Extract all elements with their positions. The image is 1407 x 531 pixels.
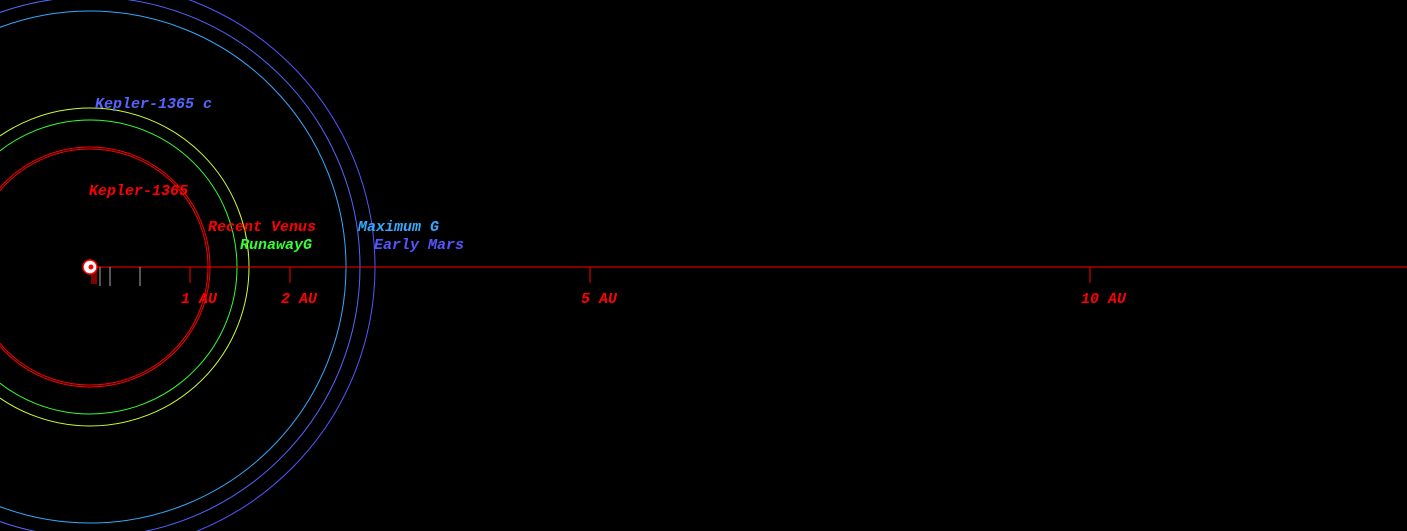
tick-label-2-au: 2 AU: [281, 291, 318, 308]
hz-label-maximum-greenhouse: Maximum G: [357, 219, 439, 236]
tick-label-1-au: 1 AU: [181, 291, 218, 308]
orbit-label-kepler-1365: Kepler-1365: [89, 183, 188, 200]
tick-label-5-au: 5 AU: [581, 291, 618, 308]
star-core: [88, 264, 94, 270]
orbit-label-kepler-1365-c: Kepler-1365 c: [95, 96, 212, 113]
tick-label-10-au: 10 AU: [1081, 291, 1127, 308]
hz-label-early-mars: Early Mars: [374, 237, 464, 254]
hz-label-recent-venus: Recent Venus: [208, 219, 316, 236]
diagram-labels: Kepler-1365 Kepler-1365 c Recent Venus R…: [89, 96, 1127, 308]
star: [82, 259, 98, 275]
hz-label-runaway-greenhouse: RunawayG: [240, 237, 312, 254]
